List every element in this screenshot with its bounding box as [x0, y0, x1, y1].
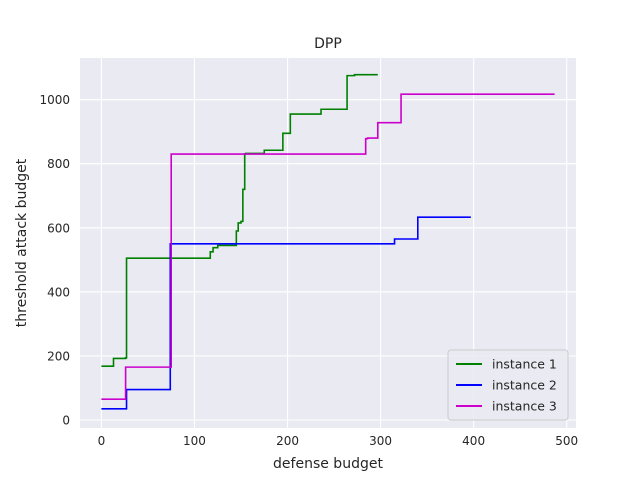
- x-tick-label: 200: [276, 434, 299, 448]
- y-axis-label: threshold attack budget: [14, 158, 30, 327]
- y-tick-label: 1000: [39, 93, 70, 107]
- y-axis-ticks: 0 200 400 600 800 1000: [39, 93, 70, 427]
- series-line-2: [101, 216, 471, 410]
- chart-title: DPP: [314, 36, 342, 52]
- x-tick-label: 0: [98, 434, 106, 448]
- x-axis-ticks: 0 100 200 300 400 500: [98, 434, 579, 448]
- x-tick-label: 500: [555, 434, 578, 448]
- legend-label: instance 2: [492, 378, 557, 393]
- y-tick-label: 600: [47, 221, 70, 235]
- series-layer: [101, 73, 555, 410]
- series-line-3: [101, 93, 555, 400]
- x-tick-label: 300: [369, 434, 392, 448]
- y-tick-label: 800: [47, 157, 70, 171]
- legend-label: instance 3: [492, 399, 557, 414]
- legend: instance 1 instance 2 instance 3: [447, 349, 569, 421]
- legend-box: [447, 349, 569, 421]
- y-tick-label: 400: [47, 285, 70, 299]
- x-axis-label: defense budget: [273, 456, 383, 472]
- x-tick-label: 400: [462, 434, 485, 448]
- series-line-1: [101, 73, 378, 367]
- x-tick-label: 100: [183, 434, 206, 448]
- legend-label: instance 1: [492, 357, 557, 372]
- y-tick-label: 200: [47, 349, 70, 363]
- y-tick-label: 0: [62, 413, 70, 427]
